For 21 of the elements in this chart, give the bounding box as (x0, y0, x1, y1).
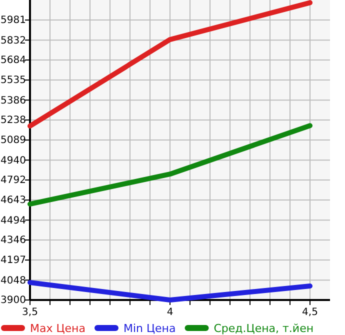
y-tick-label: 5089 (0, 135, 26, 146)
y-tick-label: 4940 (0, 155, 26, 166)
y-tick-label: 5238 (0, 115, 26, 126)
y-tick-label: 4792 (0, 175, 26, 186)
x-tick-label: 3,5 (22, 307, 38, 318)
y-tick-label: 5386 (0, 95, 26, 106)
y-tick-label: 5832 (0, 35, 26, 46)
legend-label: Min Цена (123, 322, 176, 335)
y-tick-label: 5535 (0, 75, 26, 86)
legend-label: Сред.Цена, т.йен (214, 322, 314, 335)
y-tick-label: 4346 (0, 235, 26, 246)
legend-label: Max Цена (30, 322, 86, 335)
x-tick-label: 4 (166, 307, 174, 318)
y-tick-label: 5684 (0, 55, 26, 66)
y-tick-label: 4494 (0, 215, 26, 226)
y-tick-label: 4643 (0, 195, 26, 206)
x-tick-label: 4,5 (302, 307, 318, 318)
y-tick-label: 4048 (0, 275, 26, 286)
y-tick-label: 4197 (0, 255, 26, 266)
y-tick-label: 3900 (0, 295, 26, 306)
y-tick-label: 5981 (0, 15, 26, 26)
